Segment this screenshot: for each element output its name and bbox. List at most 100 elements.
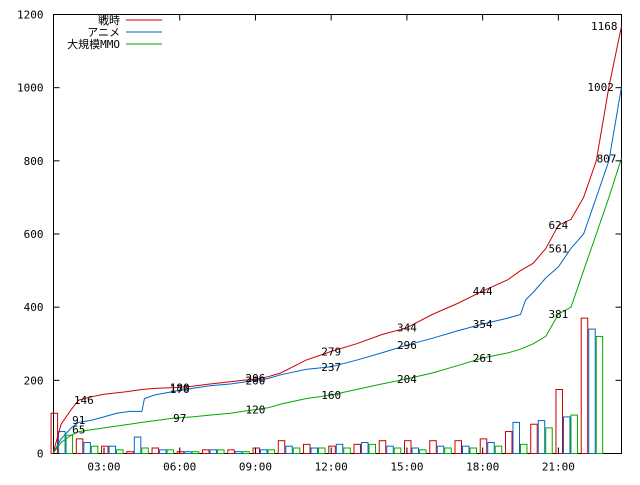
- x-tick-label: 15:00: [390, 461, 423, 474]
- hourly-bar: [65, 434, 74, 455]
- legend-label: アニメ: [87, 26, 120, 39]
- hourly-bar: [90, 445, 99, 454]
- hourly-bar: [184, 451, 192, 455]
- x-tick-label: 12:00: [315, 461, 348, 474]
- hourly-bar: [277, 440, 286, 454]
- hourly-bar: [595, 335, 604, 454]
- data-label: 120: [246, 404, 266, 417]
- x-tick-label: 09:00: [239, 461, 272, 474]
- hourly-bar: [292, 447, 301, 455]
- data-label: 180: [170, 382, 190, 395]
- hourly-bar: [512, 421, 520, 455]
- hourly-bar: [335, 443, 344, 454]
- hourly-bar: [176, 451, 185, 455]
- hourly-bar: [108, 445, 117, 454]
- data-label: 176: [170, 383, 190, 396]
- y-tick-label: 600: [24, 228, 44, 241]
- x-tick-label: 06:00: [163, 461, 196, 474]
- hourly-bar: [353, 443, 362, 454]
- hourly-bar: [116, 449, 124, 455]
- hourly-bar: [519, 443, 528, 454]
- hourly-bar: [141, 447, 149, 455]
- hourly-bar: [537, 420, 546, 455]
- data-label: 381: [548, 308, 568, 321]
- data-label: 160: [321, 389, 341, 402]
- hourly-bar: [393, 447, 402, 455]
- x-tick-label: 03:00: [87, 461, 120, 474]
- data-label: 344: [397, 322, 417, 335]
- hourly-bar: [242, 451, 250, 455]
- hourly-bar: [252, 447, 261, 455]
- hourly-bars: [50, 317, 604, 455]
- hourly-bar: [545, 427, 553, 454]
- series-line: [53, 158, 622, 454]
- hourly-bar: [310, 447, 319, 455]
- hourly-bar: [494, 445, 503, 454]
- hourly-bar: [202, 449, 210, 455]
- series-line: [53, 26, 622, 452]
- data-label: 624: [548, 219, 568, 232]
- hourly-bar: [328, 445, 336, 454]
- hourly-bar: [469, 447, 477, 455]
- data-label: 807: [597, 152, 617, 165]
- data-label: 204: [397, 373, 417, 386]
- data-labels: 146 180 206 279 344 444 624 1002 1168 91 176 200 237…: [72, 20, 617, 437]
- plot-frame: [53, 14, 622, 454]
- hourly-bar: [530, 423, 538, 455]
- y-tick-label: 200: [24, 374, 44, 387]
- data-label: 444: [473, 285, 493, 298]
- hourly-bar: [303, 443, 311, 454]
- hourly-bar: [267, 449, 276, 455]
- hourly-bar: [209, 449, 218, 455]
- data-label: 1002: [587, 81, 614, 94]
- y-tick-label: 800: [24, 155, 44, 168]
- y-tick-label: 1200: [17, 9, 44, 22]
- data-label: 65: [72, 424, 85, 437]
- x-tick-label: 18:00: [466, 461, 499, 474]
- hourly-bar: [570, 414, 578, 454]
- hourly-bar: [133, 436, 142, 455]
- hourly-bar: [378, 440, 387, 454]
- data-label: 200: [246, 374, 266, 387]
- hourly-bar: [83, 442, 91, 454]
- data-label: 261: [473, 352, 493, 365]
- data-label: 206: [246, 372, 266, 385]
- hourly-bar: [454, 440, 462, 454]
- hourly-bar: [260, 449, 268, 455]
- series-line: [53, 86, 622, 453]
- y-tick-label: 1000: [17, 82, 44, 95]
- hourly-bar: [368, 443, 377, 454]
- hourly-bar: [429, 440, 437, 454]
- hourly-bar: [419, 449, 427, 455]
- data-label: 561: [548, 242, 568, 255]
- hourly-bar: [580, 317, 589, 454]
- hourly-bar: [444, 447, 452, 455]
- hourly-bar: [75, 438, 84, 455]
- hourly-bar: [227, 449, 235, 455]
- y-tick-label: 0: [37, 448, 44, 461]
- y-tick-label: 400: [24, 301, 44, 314]
- data-label: 91: [72, 414, 85, 427]
- x-tick-label: 21:00: [542, 461, 575, 474]
- hourly-bar: [555, 388, 563, 454]
- cumulative-lines: [53, 26, 622, 454]
- hourly-bar: [343, 447, 351, 455]
- hourly-bar: [217, 449, 225, 455]
- hourly-bar: [234, 451, 243, 455]
- hourly-bar: [588, 328, 596, 454]
- data-label: 97: [173, 412, 186, 425]
- hourly-bar: [436, 445, 445, 454]
- hourly-bar: [386, 445, 394, 454]
- hourly-bar: [411, 447, 420, 455]
- data-label: 296: [397, 339, 417, 352]
- hourly-bar: [126, 451, 134, 455]
- data-label: 237: [321, 361, 341, 374]
- hourly-bar: [404, 440, 412, 454]
- hourly-bar: [479, 438, 488, 455]
- y-axis: 0 200 400 600 800 1000 1200: [17, 9, 622, 461]
- hourly-bar: [166, 449, 175, 455]
- data-label: 354: [473, 318, 493, 331]
